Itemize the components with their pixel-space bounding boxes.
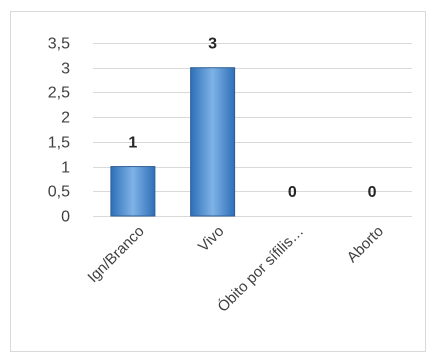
y-tick-label: 3	[61, 61, 70, 78]
y-tick-label: 3,5	[48, 36, 70, 53]
y-tick-label: 0,5	[48, 184, 70, 201]
bar	[190, 67, 236, 217]
x-category-label: Óbito por sífilis…	[214, 223, 307, 316]
x-category-label: Ign/Branco	[84, 223, 147, 286]
y-tick-label: 2,5	[48, 85, 70, 102]
x-category-label: Vivo	[195, 223, 227, 255]
y-axis-ticks: 0 0,5 1 1,5 2 2,5 3 3,5	[48, 36, 70, 226]
data-label: 0	[288, 184, 297, 201]
data-label: 0	[368, 184, 377, 201]
data-labels: 1 3 0 0	[128, 36, 376, 201]
y-tick-label: 1	[61, 160, 70, 177]
y-tick-label: 2	[61, 110, 70, 127]
bar	[110, 166, 156, 217]
data-label: 3	[208, 36, 217, 53]
data-label: 1	[128, 135, 137, 152]
x-category-label: Aborto	[344, 223, 387, 266]
y-tick-label: 0	[61, 209, 70, 226]
bars	[110, 67, 236, 217]
y-tick-label: 1,5	[48, 135, 70, 152]
